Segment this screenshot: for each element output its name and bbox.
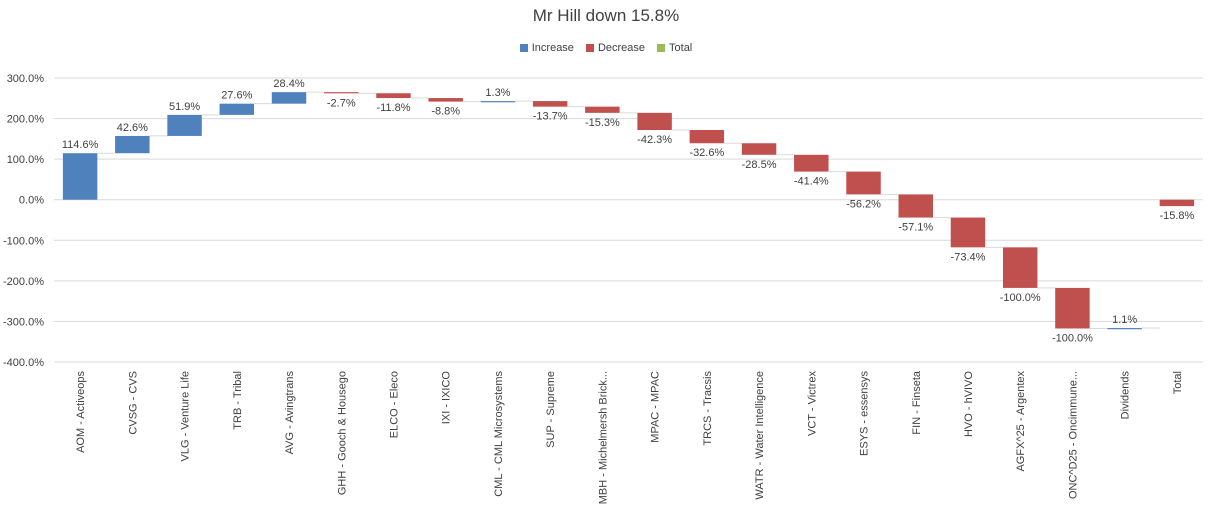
- legend-label-decrease: Decrease: [597, 42, 646, 54]
- bar: [167, 114, 202, 136]
- data-label: 42.6%: [117, 122, 148, 134]
- bar: [846, 171, 881, 195]
- data-label: -100.0%: [1052, 332, 1093, 344]
- data-label: -11.8%: [376, 102, 410, 114]
- y-tick-label: -200.0%: [3, 276, 44, 288]
- legend: Increase Decrease Total: [0, 42, 1212, 54]
- legend-label-total: Total: [669, 42, 693, 54]
- legend-swatch-total: [657, 44, 666, 52]
- bar: [741, 143, 777, 155]
- bar: [689, 130, 725, 144]
- bar: [62, 153, 98, 200]
- bar: [637, 112, 672, 131]
- x-tick-label: CML - CML Microsystems: [493, 371, 505, 497]
- bar: [376, 93, 411, 99]
- x-tick-label: IXI - IXICO: [441, 371, 453, 425]
- x-tick-label: SUP - Supreme: [545, 371, 557, 448]
- data-label: -8.8%: [431, 106, 460, 118]
- legend-label-increase: Increase: [531, 42, 574, 54]
- bar: [898, 194, 933, 218]
- bar: [219, 103, 255, 115]
- data-label: -13.7%: [533, 111, 568, 123]
- bar: [115, 135, 150, 154]
- legend-item-decrease: Decrease: [585, 42, 646, 54]
- bar: [950, 217, 986, 248]
- x-tick-label: MPAC - MPAC: [650, 371, 662, 443]
- bar: [1002, 247, 1038, 288]
- data-label: -56.2%: [846, 198, 881, 210]
- bar: [480, 101, 516, 103]
- x-tick-label: FIN - Finseta: [911, 370, 923, 434]
- x-tick-label: ONC^D25 - Oncimmune...: [1067, 371, 1079, 499]
- data-label: 27.6%: [221, 90, 252, 102]
- bar: [532, 101, 568, 107]
- x-tick-label: HVO - hVIVO: [963, 371, 975, 437]
- y-tick-label: -300.0%: [3, 316, 44, 328]
- y-tick-label: 300.0%: [7, 73, 45, 85]
- legend-item-total: Total: [657, 42, 692, 54]
- data-label: -100.0%: [1000, 292, 1041, 304]
- x-tick-label: AVG - Avingtrans: [284, 371, 296, 455]
- bar: [1107, 328, 1142, 330]
- data-label: -41.4%: [794, 176, 829, 188]
- bar: [585, 106, 620, 113]
- data-label: -2.7%: [327, 97, 356, 109]
- data-label: 1.1%: [1112, 314, 1137, 326]
- data-label: -57.1%: [898, 222, 933, 234]
- data-label: -73.4%: [951, 251, 986, 263]
- x-tick-label: Total: [1172, 371, 1184, 394]
- data-label: 114.6%: [62, 139, 99, 151]
- x-tick-label: CVSG - CVS: [127, 371, 139, 435]
- x-tick-label: AOM - Activeops: [75, 371, 87, 453]
- data-label: 1.3%: [485, 87, 510, 99]
- bar: [324, 92, 359, 94]
- bar: [428, 98, 463, 102]
- y-tick-label: 100.0%: [7, 154, 45, 166]
- x-tick-label: AGFX^25 - Argentex: [1015, 371, 1027, 472]
- data-label: 28.4%: [273, 78, 304, 90]
- x-tick-label: ESYS - essensys: [859, 371, 871, 456]
- data-label: -32.6%: [689, 147, 724, 159]
- y-tick-label: 0.0%: [19, 195, 44, 207]
- x-tick-label: ELCO - Eleco: [388, 371, 400, 438]
- y-tick-label: 200.0%: [7, 114, 45, 126]
- bar: [271, 92, 307, 104]
- data-label: -42.3%: [637, 134, 672, 146]
- x-tick-label: TRCS - Tracsis: [702, 371, 714, 446]
- x-tick-label: VLG - Venture Life: [180, 371, 192, 462]
- data-label: 51.9%: [169, 101, 200, 113]
- x-tick-label: GHH - Gooch & Housego: [336, 371, 348, 495]
- data-label: -15.3%: [585, 117, 620, 129]
- x-tick-label: Dividends: [1120, 371, 1132, 420]
- bar: [1159, 199, 1195, 207]
- x-tick-label: WATR - Water Intelligence: [754, 371, 766, 500]
- x-tick-label: VCT - Victrex: [806, 371, 818, 436]
- chart-title: Mr Hill down 15.8%: [532, 6, 680, 25]
- x-tick-label: TRB - Tribal: [232, 371, 244, 430]
- legend-swatch-increase: [519, 44, 528, 52]
- legend-item-increase: Increase: [519, 42, 574, 54]
- bar: [794, 154, 829, 172]
- y-tick-label: -400.0%: [3, 357, 44, 369]
- y-tick-label: -100.0%: [3, 235, 44, 247]
- data-label: -15.8%: [1159, 210, 1194, 222]
- data-label: -28.5%: [742, 159, 777, 171]
- x-tick-label: MBH - Michelmersh Brick...: [597, 371, 609, 504]
- legend-swatch-decrease: [585, 44, 594, 52]
- bar: [1055, 287, 1090, 329]
